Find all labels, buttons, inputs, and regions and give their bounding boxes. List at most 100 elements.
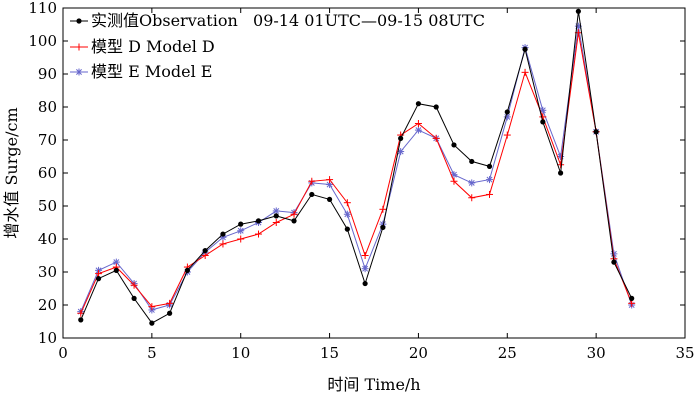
data-point: [611, 259, 617, 265]
data-point: [78, 317, 84, 323]
data-point: [95, 276, 102, 282]
y-tick-label: 90: [38, 65, 57, 83]
data-point: [220, 231, 226, 237]
data-point: [237, 235, 245, 243]
data-point: [522, 46, 528, 52]
data-point: [450, 177, 458, 185]
data-point: [362, 280, 368, 287]
legend-entry-1: 实测值Observation 09-14 01UTC—09-15 08UTC: [70, 11, 485, 30]
legend-entry-3: 模型 E Model E: [70, 62, 212, 81]
data-point: [521, 68, 529, 76]
data-point: [326, 181, 334, 189]
x-tick-label: 10: [231, 344, 250, 362]
series-1: [78, 8, 635, 326]
y-axis-title: 增水值 Surge/cm: [2, 107, 21, 238]
data-point: [166, 299, 174, 307]
star-d2: [76, 69, 82, 75]
data-point: [486, 176, 494, 184]
data-point: [343, 210, 351, 218]
star-d2: [486, 176, 493, 183]
data-point: [272, 219, 280, 226]
data-point: [255, 218, 262, 224]
legend: 实测值Observation 09-14 01UTC—09-15 08UTC 模型…: [70, 11, 485, 81]
data-point: [469, 158, 475, 165]
data-point: [344, 226, 350, 232]
data-point: [113, 267, 119, 273]
data-point: [504, 109, 510, 115]
data-point: [540, 119, 546, 125]
x-tick-label: 30: [587, 344, 606, 362]
data-point: [273, 213, 279, 219]
data-point: [308, 177, 316, 185]
data-point: [557, 161, 565, 169]
star-d2: [273, 207, 280, 214]
data-point: [291, 218, 297, 224]
data-point: [593, 129, 599, 135]
axis-ticks: [62, 7, 686, 339]
data-point: [361, 252, 369, 259]
data-point: [77, 309, 85, 317]
star-d2: [237, 227, 244, 234]
y-tick-label: 70: [38, 131, 57, 149]
data-point: [380, 224, 386, 231]
data-point: [361, 265, 369, 273]
legend-marker: [75, 68, 83, 76]
y-tick-label: 110: [28, 0, 57, 17]
star-d2: [344, 211, 351, 218]
x-tick-label: 35: [675, 344, 694, 362]
star-d2: [113, 259, 120, 266]
data-point: [343, 199, 351, 207]
x-tick-label: 20: [409, 344, 428, 362]
data-point: [451, 142, 457, 148]
data-point: [415, 101, 422, 107]
data-point: [628, 299, 636, 307]
plot-frame: [62, 7, 686, 339]
data-point: [272, 207, 280, 215]
y-tick-label: 30: [38, 263, 57, 281]
legend-label: 模型 E Model E: [91, 62, 212, 81]
data-point: [503, 131, 511, 139]
data-point: [326, 196, 333, 202]
legend-label: 模型 D Model D: [91, 37, 215, 56]
data-point: [184, 267, 190, 273]
data-point: [148, 303, 156, 311]
data-point: [149, 320, 155, 326]
data-point: [629, 295, 635, 301]
legend-marker: [75, 43, 83, 51]
y-tick-label: 20: [38, 296, 57, 314]
data-point: [539, 113, 547, 121]
axis-tick-labels: 0 5 10 15 20 25 30 35 10 20 30 40 50 60 70 80 90 100 110: [28, 0, 694, 362]
data-point: [237, 227, 245, 235]
y-tick-label: 60: [38, 164, 57, 182]
y-tick-label: 50: [38, 197, 57, 215]
data-point: [167, 310, 173, 316]
data-point: [130, 281, 138, 289]
x-axis-title: 时间 Time/h: [327, 375, 420, 394]
star-d2: [415, 127, 422, 134]
star-d2: [468, 179, 475, 186]
y-tick-label: 80: [38, 98, 57, 116]
legend-entry-2: 模型 D Model D: [70, 37, 215, 56]
data-point: [397, 148, 405, 156]
x-tick-label: 25: [498, 344, 517, 362]
data-point: [326, 176, 334, 184]
data-point: [290, 210, 298, 218]
data-point: [238, 221, 244, 227]
data-point: [131, 295, 137, 301]
series-layer: [77, 8, 636, 326]
data-point: [414, 126, 422, 134]
x-tick-label: 15: [320, 344, 339, 362]
data-point: [309, 191, 315, 198]
data-point: [219, 240, 227, 248]
star-d2: [397, 148, 404, 155]
legend-marker: [76, 18, 82, 24]
data-point: [398, 135, 404, 141]
x-tick-label: 0: [58, 344, 68, 362]
y-tick-label: 100: [28, 32, 57, 50]
data-point: [95, 270, 103, 278]
y-tick-label: 10: [38, 329, 57, 347]
data-point: [433, 104, 439, 110]
data-point: [254, 230, 262, 238]
